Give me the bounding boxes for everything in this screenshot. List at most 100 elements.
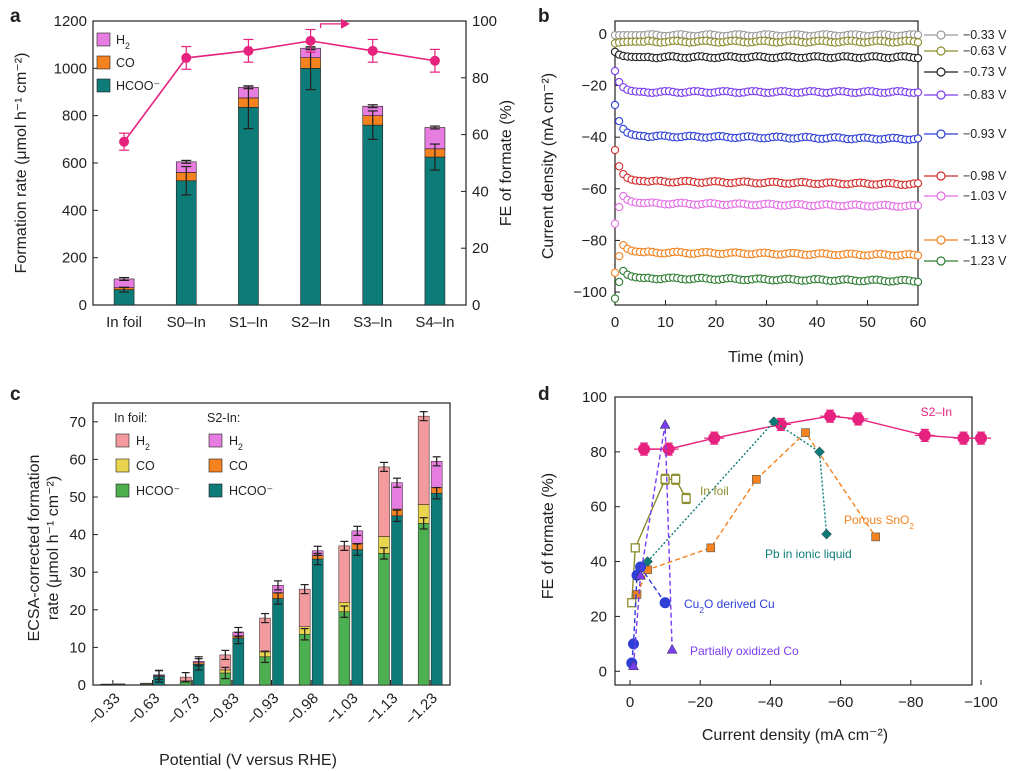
panel-b-series-−0.63 V xyxy=(610,36,923,48)
panel-c-legend-swatch xyxy=(208,433,223,448)
panel-a-ytick-label: 200 xyxy=(62,250,87,267)
panel-a-fe-point xyxy=(305,35,316,46)
panel-c-legend-label: CO xyxy=(229,459,248,473)
panel-a-bar-HCOO⁻ xyxy=(300,68,321,306)
panel-d-point xyxy=(635,569,646,580)
panel-c-ytick-label: 60 xyxy=(69,451,86,468)
panel-b-legend-marker xyxy=(936,191,946,201)
panel-d-point xyxy=(821,528,832,540)
panel-b-legend-label: −0.98 V xyxy=(963,169,1007,183)
panel-d-point xyxy=(628,638,640,650)
panel-b-point xyxy=(913,251,923,260)
panel-d-series-label: S2–In xyxy=(921,405,952,419)
panel-a-fe-point xyxy=(429,55,440,66)
panel-c-bar-In foil-H₂ xyxy=(338,545,351,603)
panel-b-point xyxy=(610,66,620,76)
panel-b-point xyxy=(913,53,923,63)
panel-a-legend-label: HCOO⁻ xyxy=(116,79,160,93)
panel-b-ytick-label: −20 xyxy=(582,78,607,95)
panel-a-legend-label: CO xyxy=(116,56,135,70)
panel-d-ytick-label: 20 xyxy=(590,608,607,625)
panel-d-series-Partially oxidized Co xyxy=(628,418,678,671)
panel-d-point xyxy=(801,428,810,437)
panel-b-point xyxy=(615,251,624,261)
panel-a-bar-HCOO⁻ xyxy=(362,124,384,306)
panel-b-xtick-label: 20 xyxy=(708,314,725,331)
panel-b-point xyxy=(615,77,624,87)
panel-d-point xyxy=(627,598,637,608)
chart-panel-c: 0 10 20 30 40 50 60 70 ECSA-corrected formation r… xyxy=(26,402,451,729)
panel-a-bar-HCOO⁻ xyxy=(175,180,197,306)
panel-c-xtick-label: −1.23 xyxy=(402,690,441,729)
panel-c-bar-S2-In-HCOO⁻ xyxy=(430,492,443,686)
panel-b-point xyxy=(913,179,923,188)
panel-d-series-Cu₂O derived Cu xyxy=(626,561,671,669)
panel-d-point xyxy=(662,443,675,456)
panel-d-ytick-label: 100 xyxy=(582,389,607,406)
panel-b-point xyxy=(913,201,923,210)
panel-a-xtick-label: S4–In xyxy=(415,314,454,331)
panel-a-y2tick-label: 20 xyxy=(472,240,489,257)
panel-a-y2tick-label: 0 xyxy=(472,297,480,314)
panel-b-ytick-label: −100 xyxy=(573,284,607,301)
panel-c-legend-label: HCOO⁻ xyxy=(229,484,273,498)
panel-d-ytick-label: 60 xyxy=(590,499,607,516)
panel-d-ylabel: FE of formate (%) xyxy=(540,473,557,599)
panel-d-point xyxy=(752,474,761,484)
panel-b-legend-marker xyxy=(936,171,946,181)
panel-b-legend-marker xyxy=(936,30,946,40)
panel-c-ylabel: ECSA-corrected formation rate (μmol h⁻¹ c… xyxy=(26,455,62,642)
panel-d-xtick-label: 0 xyxy=(626,694,634,711)
panel-c-xtick-label: −0.63 xyxy=(124,690,163,729)
panel-b-xtick-label: 50 xyxy=(859,314,876,331)
panel-c-ytick-label: 20 xyxy=(69,602,86,619)
panel-d-ytick-label: 80 xyxy=(590,444,607,461)
panel-c-bar-S2-In-HCOO⁻ xyxy=(391,515,403,686)
panel-b-point xyxy=(913,88,923,97)
panel-c-bar-In foil-HCOO⁻ xyxy=(417,523,430,686)
panel-d-point xyxy=(871,532,881,542)
panel-c-xtick-label: −0.73 xyxy=(164,690,203,729)
panel-a-legend-swatch xyxy=(96,78,111,93)
panel-d-point xyxy=(638,443,651,456)
panel-b-legend-label: −0.63 V xyxy=(963,44,1007,58)
panel-c-bar-In foil-HCOO⁻ xyxy=(378,553,390,686)
panel-d-point xyxy=(918,429,931,442)
panel-a-ytick-label: 1000 xyxy=(54,60,87,77)
panel-d-point xyxy=(957,432,970,445)
panel-d-series-Pb in ionic liquid xyxy=(642,416,832,567)
panel-c-legend-label: H2 xyxy=(136,434,150,452)
panel-b-legend-marker xyxy=(936,46,946,56)
panel-a-frame xyxy=(92,20,467,306)
panel-b-point xyxy=(610,219,620,228)
panel-b-xtick-label: 0 xyxy=(611,314,619,331)
panel-b-xtick-label: 60 xyxy=(910,314,927,331)
panel-b-point xyxy=(610,294,620,303)
panel-c-legend-swatch xyxy=(115,433,130,448)
panel-b-legend-label: −1.03 V xyxy=(963,189,1007,203)
panel-b-series-−0.73 V xyxy=(610,47,923,63)
panel-d-point xyxy=(659,418,671,429)
panel-b-legend-label: −0.73 V xyxy=(963,65,1007,79)
panel-d-point xyxy=(975,432,987,445)
panel-d-point xyxy=(768,416,780,428)
panel-d-xtick-label: −60 xyxy=(828,694,853,711)
panel-d-xtick-label: −100 xyxy=(964,694,998,711)
panel-a-ylabel: Formation rate (μmol h⁻¹ cm⁻²) xyxy=(13,53,30,274)
panel-a-axis-arrow xyxy=(319,18,350,30)
panel-d-point xyxy=(706,543,716,553)
panel-c-legend-swatch xyxy=(208,458,223,473)
panel-a-y2label: FE of formate (%) xyxy=(498,100,515,226)
panel-b-legend-marker xyxy=(936,129,946,139)
panel-d-line xyxy=(631,565,666,664)
panel-c-ytick-label: 50 xyxy=(69,489,86,506)
panel-b-legend-marker xyxy=(936,67,946,77)
panel-d-xtick-label: −20 xyxy=(687,694,712,711)
panel-b-series-−1.23 V xyxy=(610,266,923,303)
panel-b-legend-marker xyxy=(936,256,946,266)
panel-a-ytick-label: 400 xyxy=(62,202,87,219)
panel-b-legend-label: −1.13 V xyxy=(963,233,1007,247)
panel-c-bar-In foil-HCOO⁻ xyxy=(338,611,351,686)
panel-c-bar-S2-In-HCOO⁻ xyxy=(232,637,245,686)
panel-b-series-−0.98 V xyxy=(610,145,923,190)
